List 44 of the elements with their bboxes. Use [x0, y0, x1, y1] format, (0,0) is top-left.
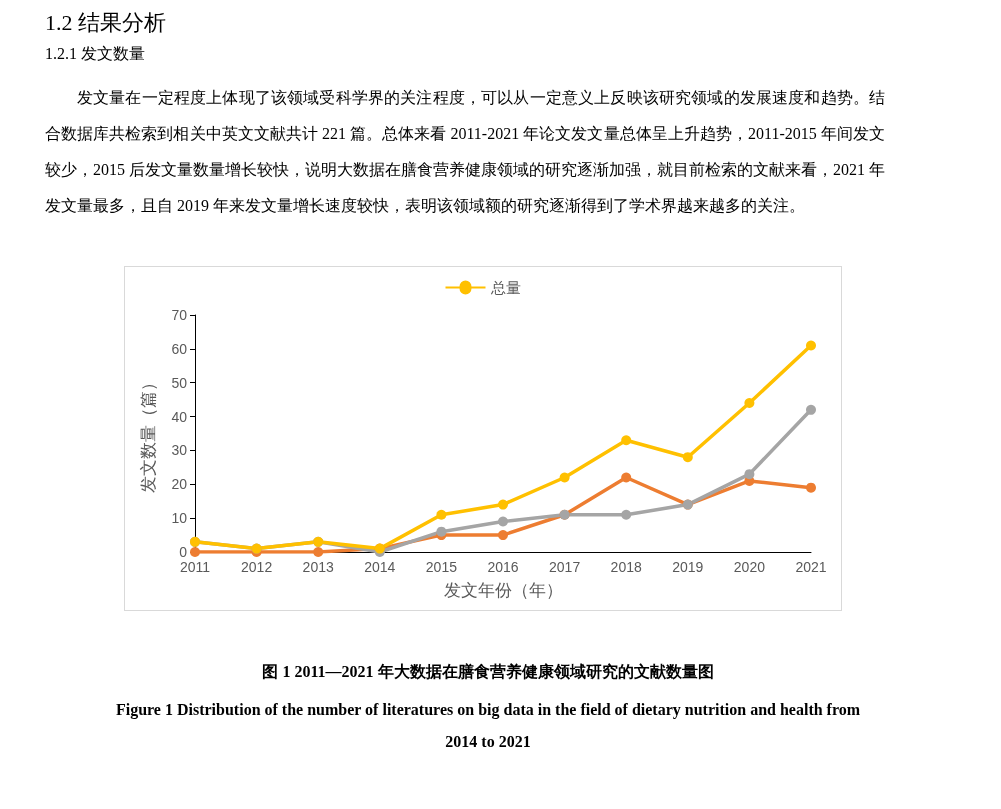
x-tick-label: 2014 [364, 559, 396, 575]
y-tick-label: 10 [171, 510, 188, 527]
point [744, 469, 755, 480]
text: 1.2.1 发文数量 [45, 44, 145, 64]
x-tick-label: 2011 [179, 559, 211, 575]
point [436, 509, 447, 520]
point [621, 472, 632, 483]
y-axis-title: 发文数量（篇） [139, 374, 158, 493]
y-tick-label: 30 [171, 442, 188, 459]
point [621, 435, 632, 446]
x-tick-label: 2020 [733, 559, 766, 575]
x-tick-label: 2015 [425, 559, 458, 575]
y-tick-label: 20 [171, 476, 188, 493]
y-tick-label: 50 [171, 374, 188, 391]
point [498, 499, 508, 510]
point [806, 340, 816, 351]
point [806, 404, 816, 415]
point [559, 472, 570, 483]
point [313, 547, 324, 557]
point [190, 547, 200, 557]
text: 发文量在一定程度上体现了该领域受科学界的关注程度，可以从一定意义上反映该研究领域的发展速度和趋势。结合数据库共检索到相关中英文文献共计 221 篇。总体来看 2011-2021 年论文发文量总体呈上升趋势，2011-2015 年间发文较少，2015 后发文量数量增长较快，说明大数据在膳食营养健康领域的研究逐渐加强，就目前检索的文献来看，2021 年发文量最多，且自 2019 年来发文量增长速度较快，表明该领域额的研究逐渐得到了学术界越来越多的关注。 [45, 88, 886, 216]
point [498, 516, 508, 527]
y-tick-label: 0 [179, 544, 188, 560]
y-tick-label: 60 [171, 340, 188, 357]
legend-label: 总量 [489, 279, 521, 296]
x-tick-label: 2019 [672, 559, 704, 575]
text: Figure 1 Distribution of the number of literatures on big data in the field of dietary nutrition and health from 2014 to 2021 [114, 700, 862, 752]
x-tick-label: 2016 [487, 559, 519, 575]
x-tick-label: 2021 [795, 559, 827, 575]
x-tick-label: 2018 [610, 559, 642, 575]
point [621, 509, 632, 520]
y-tick-label: 70 [171, 307, 188, 323]
text: 图 1 2011—2021 年大数据在膳食营养健康领域研究的文献数量图 [261, 662, 715, 682]
text: 1.2 结果分析 [45, 9, 166, 37]
point [498, 530, 508, 541]
point [744, 398, 755, 409]
point [682, 452, 693, 463]
y-tick-label: 40 [171, 408, 188, 425]
point [436, 526, 447, 537]
x-tick-label: 2013 [302, 559, 334, 575]
x-tick-label: 2017 [549, 559, 581, 575]
x-tick-label: 2012 [241, 559, 273, 575]
point [806, 482, 816, 493]
x-axis-title: 发文年份（年） [443, 581, 563, 600]
